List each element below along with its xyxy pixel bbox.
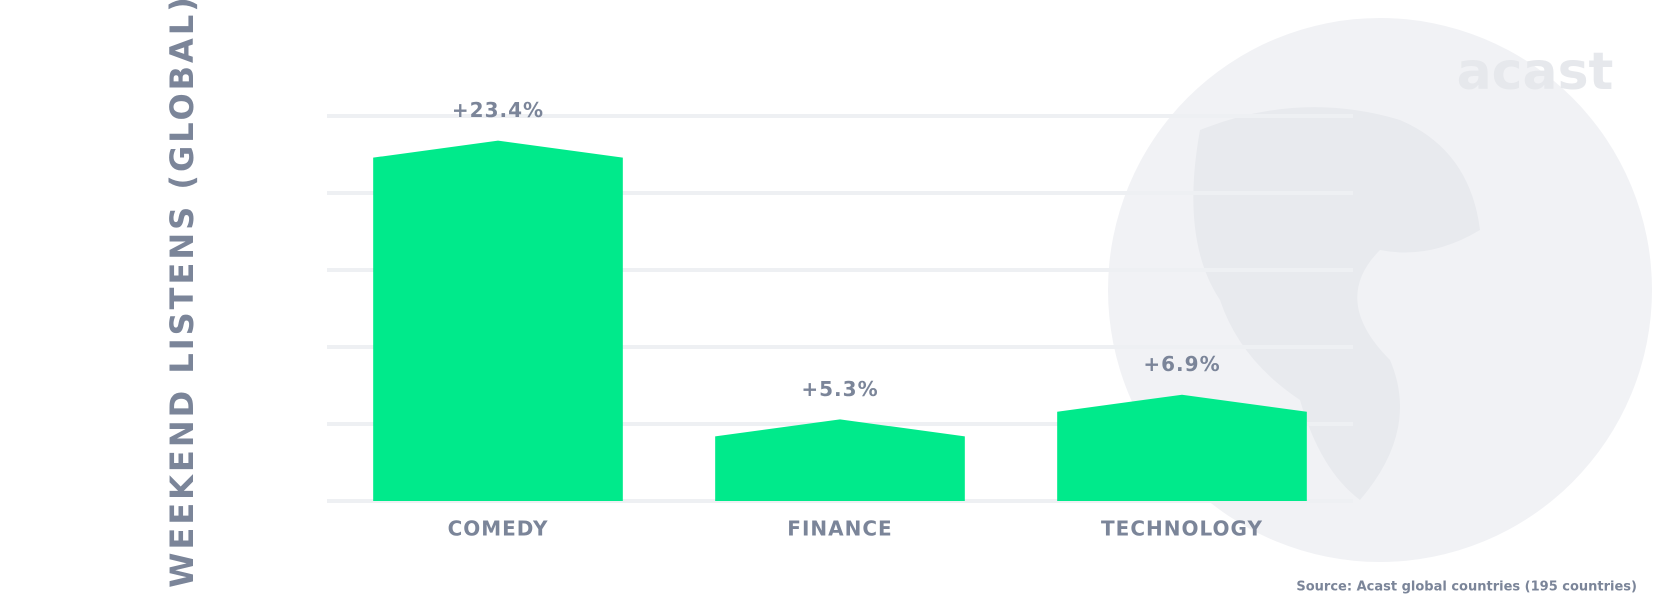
y-axis-label: WEEKEND LISTENS (GLOBAL) xyxy=(163,0,201,588)
bar xyxy=(1057,394,1307,501)
logo: acast xyxy=(1457,42,1614,102)
x-tick-label: TECHNOLOGY xyxy=(1101,517,1263,541)
bar xyxy=(373,140,623,501)
value-label: +5.3% xyxy=(801,377,878,401)
x-tick-label: FINANCE xyxy=(787,517,892,541)
bar xyxy=(715,419,965,501)
value-label: +6.9% xyxy=(1143,352,1220,376)
value-label: +23.4% xyxy=(452,98,544,122)
source: Source: Acast global countries (195 coun… xyxy=(1296,580,1637,595)
x-tick-label: COMEDY xyxy=(448,517,549,541)
